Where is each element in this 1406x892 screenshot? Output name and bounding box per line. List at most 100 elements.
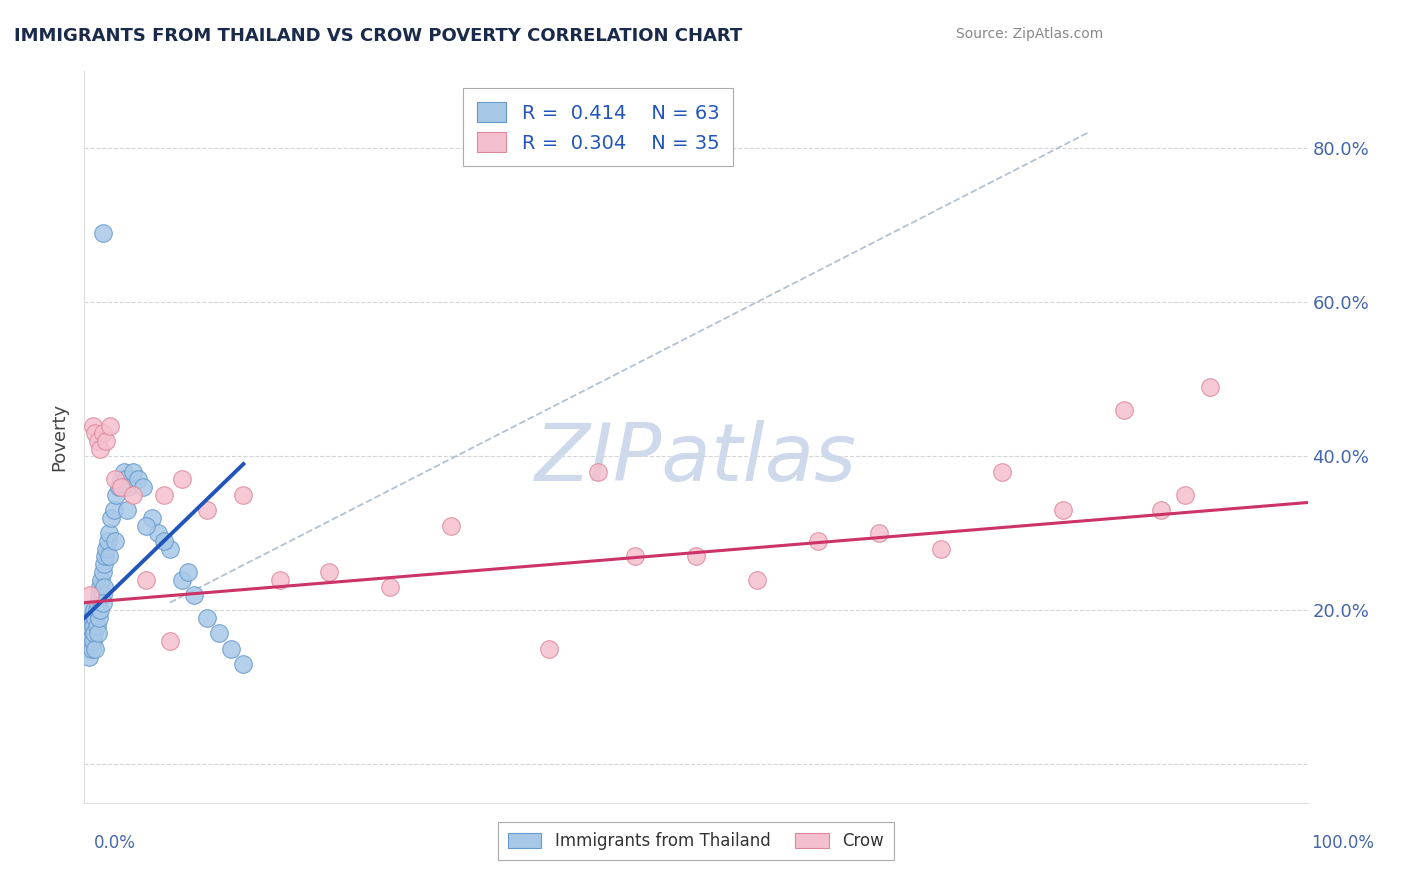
Point [177,565,200,579]
Point [90,573,112,587]
Point [747,573,769,587]
Point [96,541,118,556]
Point [91,565,114,579]
Point [1150,503,1173,517]
Point [83,603,105,617]
Point [82,618,104,632]
Point [807,534,830,549]
Text: ZIPatlas: ZIPatlas [534,420,858,498]
Point [91,226,114,240]
Point [75,626,97,640]
Point [112,465,135,479]
Point [87,596,110,610]
Text: 0.0%: 0.0% [94,834,136,852]
Point [93,580,115,594]
Point [100,511,122,525]
Point [89,442,111,456]
Point [77,611,100,625]
Point [318,565,340,579]
Point [117,480,139,494]
Point [991,465,1014,479]
Point [77,626,100,640]
Point [97,526,120,541]
Point [76,618,98,632]
Point [115,503,138,517]
Point [87,626,110,640]
Point [107,480,129,494]
Point [208,626,231,640]
Point [93,557,115,571]
Point [104,534,127,549]
Point [97,534,120,549]
Point [135,518,157,533]
Point [135,573,157,587]
Point [1052,503,1074,517]
Point [172,472,194,486]
Point [115,472,138,486]
Point [79,588,101,602]
Point [84,641,107,656]
Point [538,641,561,656]
Point [110,480,132,494]
Point [94,549,117,564]
Point [89,603,111,617]
Point [269,573,291,587]
Point [80,641,103,656]
Point [79,603,101,617]
Point [159,634,181,648]
Point [1198,380,1220,394]
Point [586,465,609,479]
Point [869,526,891,541]
Point [110,472,132,486]
Point [77,649,100,664]
Point [195,611,218,625]
Point [89,580,111,594]
Point [84,426,107,441]
Point [77,634,100,648]
Point [172,573,194,587]
Point [84,611,107,625]
Text: IMMIGRANTS FROM THAILAND VS CROW POVERTY CORRELATION CHART: IMMIGRANTS FROM THAILAND VS CROW POVERTY… [14,27,742,45]
Point [153,488,176,502]
Point [86,618,108,632]
Point [79,634,101,648]
Point [183,588,205,602]
Point [91,596,114,610]
Point [219,641,242,656]
Point [122,488,145,502]
Point [82,418,104,433]
Point [80,611,103,625]
Point [76,641,98,656]
Point [440,518,463,533]
Point [86,603,108,617]
Point [104,472,127,486]
Point [1114,403,1136,417]
Point [91,426,114,441]
Legend: Immigrants from Thailand, Crow: Immigrants from Thailand, Crow [498,822,894,860]
Point [685,549,707,564]
Point [624,549,647,564]
Point [127,472,149,486]
Point [232,488,254,502]
Point [195,503,218,517]
Point [82,634,104,648]
Point [97,549,120,564]
Point [87,434,110,448]
Text: 100.0%: 100.0% [1312,834,1374,852]
Point [380,580,402,594]
Point [232,657,254,672]
Point [153,534,176,549]
Point [132,480,155,494]
Point [141,511,163,525]
Point [103,503,125,517]
Point [1174,488,1197,502]
Point [929,541,952,556]
Point [91,588,114,602]
Point [159,541,181,556]
Point [122,465,145,479]
Point [105,488,128,502]
Point [98,418,121,433]
Point [87,588,110,602]
Point [83,626,105,640]
Point [87,611,110,625]
